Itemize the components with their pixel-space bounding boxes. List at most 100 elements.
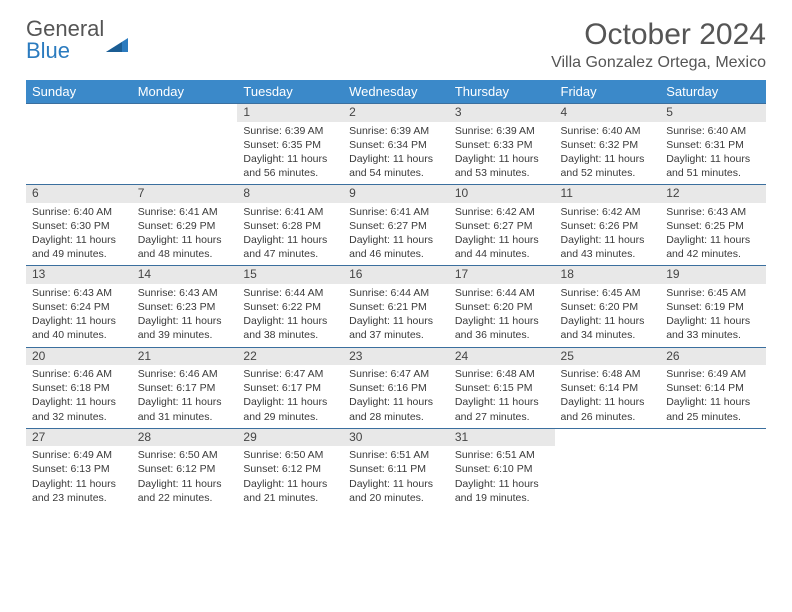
daylight-line: Daylight: 11 hours and 31 minutes. (138, 395, 232, 423)
daylight-line: Daylight: 11 hours and 19 minutes. (455, 477, 549, 505)
sunset-line: Sunset: 6:10 PM (455, 462, 549, 476)
day-number-row: 2728293031 (26, 428, 766, 446)
daylight-line: Daylight: 11 hours and 25 minutes. (666, 395, 760, 423)
sunset-line: Sunset: 6:12 PM (138, 462, 232, 476)
day-number-cell: 3 (449, 104, 555, 122)
sunrise-line: Sunrise: 6:43 AM (32, 286, 126, 300)
day-body-row: Sunrise: 6:39 AMSunset: 6:35 PMDaylight:… (26, 122, 766, 185)
day-body-row: Sunrise: 6:49 AMSunset: 6:13 PM Daylight:… (26, 446, 766, 509)
day-number-cell: 19 (660, 266, 766, 284)
day-number-cell (555, 428, 661, 446)
day-body-cell: Sunrise: 6:41 AMSunset: 6:29 PMDaylight:… (132, 203, 238, 266)
day-number-cell: 11 (555, 185, 661, 203)
sunrise-line: Sunrise: 6:50 AM (138, 448, 232, 462)
day-number-cell: 20 (26, 347, 132, 365)
day-body-cell: Sunrise: 6:47 AMSunset: 6:16 PMDaylight:… (343, 365, 449, 428)
sunset-line: Sunset: 6:32 PM (561, 138, 655, 152)
day-body-cell: Sunrise: 6:41 AMSunset: 6:28 PMDaylight:… (237, 203, 343, 266)
day-number-cell (26, 104, 132, 122)
day-number-cell (132, 104, 238, 122)
daylight-line: Daylight: 11 hours and 40 minutes. (32, 314, 126, 342)
sunrise-line: Sunrise: 6:40 AM (561, 124, 655, 138)
day-body-cell: Sunrise: 6:44 AMSunset: 6:21 PMDaylight:… (343, 284, 449, 347)
daylight-line: Daylight: 11 hours and 39 minutes. (138, 314, 232, 342)
day-number-cell: 14 (132, 266, 238, 284)
sunrise-line: Sunrise: 6:40 AM (32, 205, 126, 219)
weekday-header-row: SundayMondayTuesdayWednesdayThursdayFrid… (26, 80, 766, 104)
sunrise-line: Sunrise: 6:41 AM (349, 205, 443, 219)
sunset-line: Sunset: 6:24 PM (32, 300, 126, 314)
day-number-row: 20212223242526 (26, 347, 766, 365)
day-number-cell: 26 (660, 347, 766, 365)
sunrise-line: Sunrise: 6:50 AM (243, 448, 337, 462)
sunset-line: Sunset: 6:17 PM (138, 381, 232, 395)
day-body-cell: Sunrise: 6:51 AMSunset: 6:10 PMDaylight:… (449, 446, 555, 509)
day-number-row: 12345 (26, 104, 766, 122)
daylight-line: Daylight: 11 hours and 29 minutes. (243, 395, 337, 423)
sunrise-line: Sunrise: 6:46 AM (138, 367, 232, 381)
calendar-table: SundayMondayTuesdayWednesdayThursdayFrid… (26, 80, 766, 509)
sunset-line: Sunset: 6:20 PM (561, 300, 655, 314)
day-body-row: Sunrise: 6:40 AMSunset: 6:30 PMDaylight:… (26, 203, 766, 266)
day-number-cell: 4 (555, 104, 661, 122)
daylight-line: Daylight: 11 hours and 49 minutes. (32, 233, 126, 261)
sunrise-line: Sunrise: 6:45 AM (561, 286, 655, 300)
sunset-line: Sunset: 6:29 PM (138, 219, 232, 233)
sunrise-line: Sunrise: 6:42 AM (455, 205, 549, 219)
sunset-line: Sunset: 6:21 PM (349, 300, 443, 314)
sunset-line: Sunset: 6:27 PM (349, 219, 443, 233)
day-body-cell: Sunrise: 6:45 AMSunset: 6:19 PMDaylight:… (660, 284, 766, 347)
day-number-cell: 2 (343, 104, 449, 122)
sunset-line: Sunset: 6:30 PM (32, 219, 126, 233)
sunrise-line: Sunrise: 6:40 AM (666, 124, 760, 138)
sunrise-line: Sunrise: 6:43 AM (666, 205, 760, 219)
day-number-cell: 17 (449, 266, 555, 284)
day-number-cell: 31 (449, 428, 555, 446)
sunrise-line: Sunrise: 6:49 AM (32, 448, 126, 462)
daylight-line: Daylight: 11 hours and 44 minutes. (455, 233, 549, 261)
daylight-line: Daylight: 11 hours and 36 minutes. (455, 314, 549, 342)
day-body-cell: Sunrise: 6:42 AMSunset: 6:27 PMDaylight:… (449, 203, 555, 266)
daylight-line: Daylight: 11 hours and 47 minutes. (243, 233, 337, 261)
day-number-cell: 9 (343, 185, 449, 203)
sunset-line: Sunset: 6:34 PM (349, 138, 443, 152)
daylight-line: Daylight: 11 hours and 53 minutes. (455, 152, 549, 180)
daylight-line: Daylight: 11 hours and 34 minutes. (561, 314, 655, 342)
day-body-cell: Sunrise: 6:47 AMSunset: 6:17 PMDaylight:… (237, 365, 343, 428)
weekday-header: Wednesday (343, 80, 449, 104)
day-number-cell: 5 (660, 104, 766, 122)
sunset-line: Sunset: 6:13 PM (32, 462, 126, 476)
daylight-line: Daylight: 11 hours and 43 minutes. (561, 233, 655, 261)
sunrise-line: Sunrise: 6:49 AM (666, 367, 760, 381)
day-body-cell: Sunrise: 6:48 AMSunset: 6:15 PMDaylight:… (449, 365, 555, 428)
daylight-line: Daylight: 11 hours and 42 minutes. (666, 233, 760, 261)
logo-triangle-icon (106, 38, 128, 52)
sunrise-line: Sunrise: 6:41 AM (243, 205, 337, 219)
day-body-cell: Sunrise: 6:43 AMSunset: 6:25 PMDaylight:… (660, 203, 766, 266)
weekday-header: Sunday (26, 80, 132, 104)
daylight-line: Daylight: 11 hours and 54 minutes. (349, 152, 443, 180)
weekday-header: Saturday (660, 80, 766, 104)
day-body-cell: Sunrise: 6:40 AMSunset: 6:31 PMDaylight:… (660, 122, 766, 185)
daylight-line: Daylight: 11 hours and 27 minutes. (455, 395, 549, 423)
sunrise-line: Sunrise: 6:51 AM (349, 448, 443, 462)
weekday-header: Monday (132, 80, 238, 104)
sunset-line: Sunset: 6:11 PM (349, 462, 443, 476)
month-title: October 2024 (551, 18, 766, 52)
day-body-cell (660, 446, 766, 509)
day-number-cell: 6 (26, 185, 132, 203)
daylight-line: Daylight: 11 hours and 28 minutes. (349, 395, 443, 423)
day-body-cell: Sunrise: 6:50 AMSunset: 6:12 PMDaylight:… (237, 446, 343, 509)
sunset-line: Sunset: 6:27 PM (455, 219, 549, 233)
sunset-line: Sunset: 6:33 PM (455, 138, 549, 152)
sunrise-line: Sunrise: 6:39 AM (243, 124, 337, 138)
location-label: Villa Gonzalez Ortega, Mexico (551, 54, 766, 72)
day-number-cell: 12 (660, 185, 766, 203)
day-body-cell: Sunrise: 6:50 AMSunset: 6:12 PMDaylight:… (132, 446, 238, 509)
day-body-cell: Sunrise: 6:43 AMSunset: 6:24 PMDaylight:… (26, 284, 132, 347)
day-number-cell: 18 (555, 266, 661, 284)
day-number-cell: 16 (343, 266, 449, 284)
page-header: General Blue October 2024 Villa Gonzalez… (26, 18, 766, 72)
day-body-cell: Sunrise: 6:46 AMSunset: 6:17 PMDaylight:… (132, 365, 238, 428)
day-body-cell: Sunrise: 6:44 AMSunset: 6:22 PMDaylight:… (237, 284, 343, 347)
